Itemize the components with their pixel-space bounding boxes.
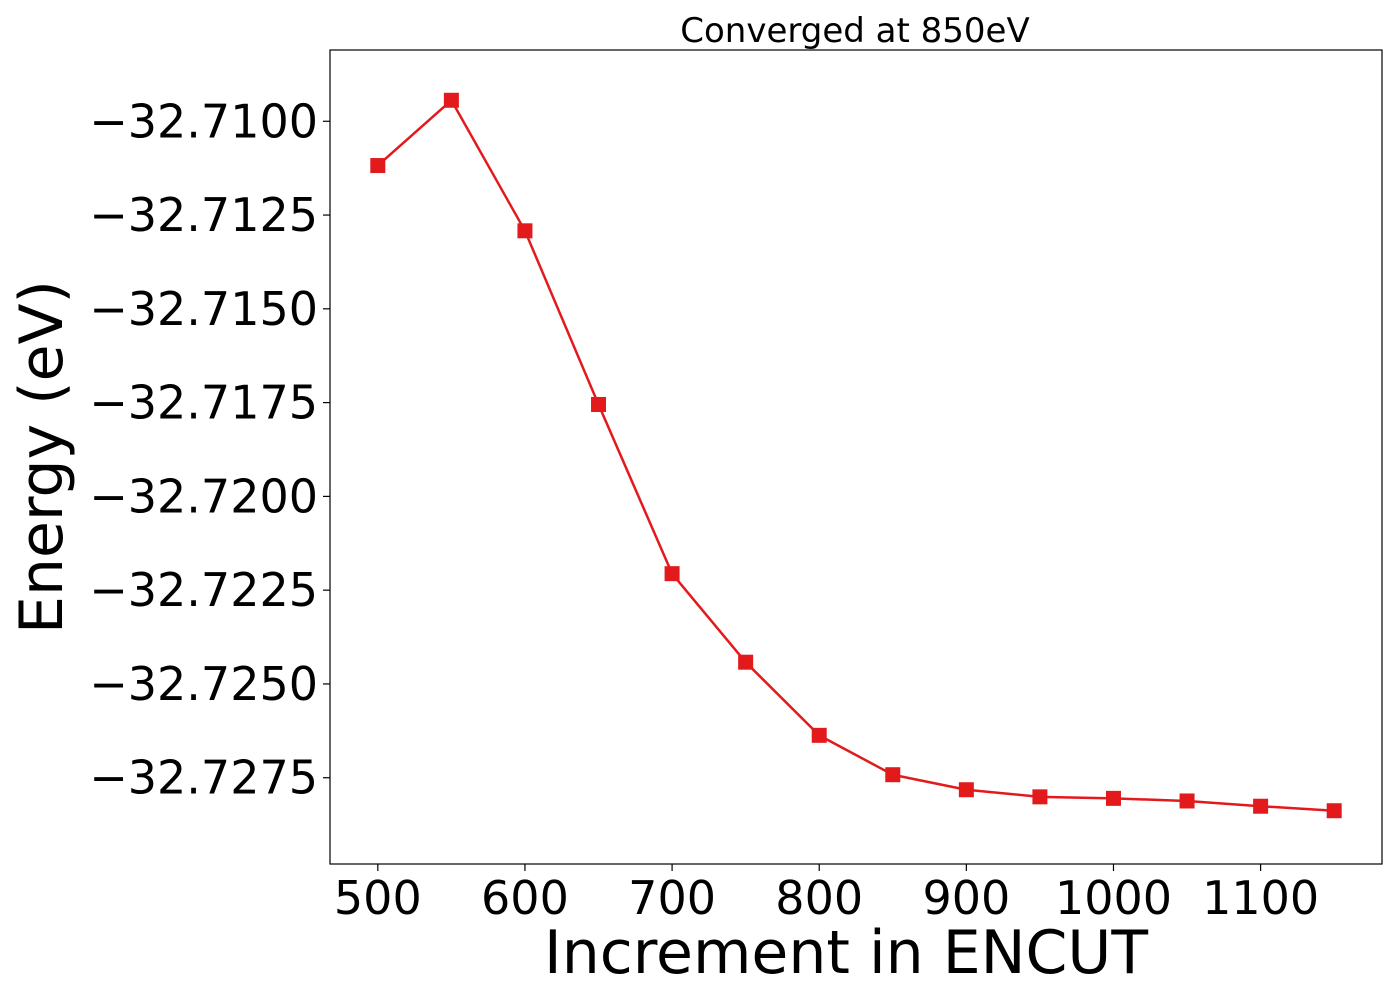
x-tick-label: 600 (481, 871, 569, 925)
data-point-marker (1032, 789, 1048, 805)
y-tick-label: −32.7250 (89, 657, 318, 711)
data-point-marker (443, 92, 459, 108)
data-point-marker (1105, 790, 1121, 806)
y-tick-label: −32.7125 (89, 188, 318, 242)
plot-frame (329, 49, 1383, 865)
series-line (376, 99, 1335, 812)
y-tick-label: −32.7100 (89, 94, 318, 148)
y-tick-label: −32.7200 (89, 469, 318, 523)
data-point-marker (1253, 798, 1269, 814)
data-point-marker (517, 223, 533, 239)
data-point-marker (1326, 803, 1342, 819)
series-layer (370, 92, 1342, 819)
x-tick-label: 900 (922, 871, 1010, 925)
data-point-marker (1179, 793, 1195, 809)
y-tick-label: −32.7150 (89, 282, 318, 336)
x-tick-label: 700 (628, 871, 716, 925)
y-axis-label: Energy (eV) (7, 280, 77, 634)
x-axis-label: Increment in ENCUT (544, 918, 1148, 988)
data-point-marker (811, 727, 827, 743)
data-point-marker (591, 396, 607, 412)
y-tick-label: −32.7225 (89, 563, 318, 617)
data-point-marker (738, 654, 754, 670)
data-point-marker (885, 767, 901, 783)
chart-title: Converged at 850eV (680, 11, 1029, 51)
data-point-marker (664, 566, 680, 582)
y-tick-label: −32.7275 (89, 751, 318, 805)
data-point-marker (958, 782, 974, 798)
x-tick-label: 500 (334, 871, 422, 925)
x-axis-ticks: 500 600 700 800 900 1000 1100 (334, 864, 1319, 925)
data-point-marker (370, 158, 386, 174)
y-tick-label: −32.7175 (89, 376, 318, 430)
x-tick-label: 800 (775, 871, 863, 925)
y-axis-ticks: −32.7100 −32.7125 −32.7150 −32.7175 −32.7200… (89, 94, 330, 805)
x-tick-label: 1000 (1055, 871, 1172, 925)
x-tick-label: 1100 (1202, 871, 1319, 925)
